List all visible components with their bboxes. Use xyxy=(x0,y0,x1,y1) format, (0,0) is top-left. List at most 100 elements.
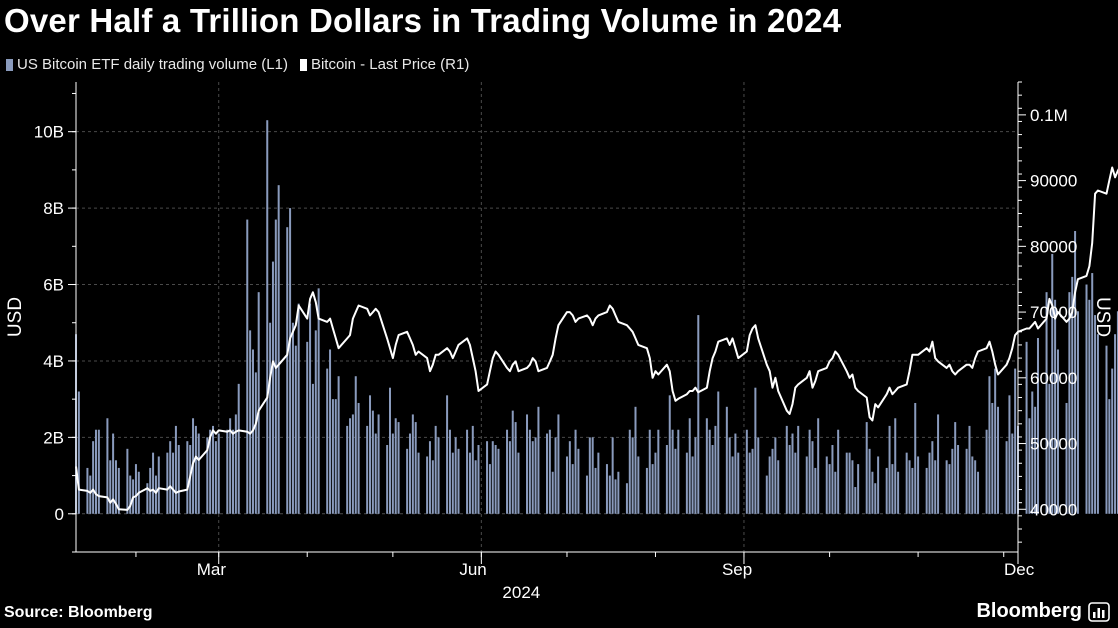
volume-bar xyxy=(905,452,908,514)
volume-bar xyxy=(1056,349,1059,514)
volume-bar xyxy=(757,437,760,514)
volume-bar xyxy=(249,330,252,514)
volume-bar xyxy=(154,475,157,514)
volume-bar xyxy=(194,425,197,514)
volume-bar xyxy=(834,471,837,514)
volume-bar xyxy=(794,452,797,514)
volume-bar xyxy=(937,414,940,514)
volume-bar xyxy=(577,448,580,514)
volume-bar xyxy=(112,433,115,514)
volume-bar xyxy=(848,452,851,514)
left-tick-label: 10B xyxy=(34,123,64,142)
volume-bar xyxy=(349,418,352,514)
x-tick-label: Dec xyxy=(1004,560,1035,579)
volume-bar xyxy=(977,471,980,514)
volume-bar xyxy=(825,456,828,514)
volume-bar xyxy=(266,120,269,514)
volume-bar xyxy=(871,471,874,514)
volume-bar xyxy=(714,425,717,514)
volume-bar xyxy=(585,475,588,514)
volume-bar xyxy=(234,414,237,514)
volume-bar xyxy=(708,429,711,514)
volume-bar xyxy=(428,441,431,514)
volume-bar xyxy=(634,406,637,514)
volume-bar xyxy=(645,467,648,514)
volume-bar xyxy=(97,429,100,514)
volume-bar xyxy=(954,422,957,514)
volume-bar xyxy=(957,445,960,514)
grid-layer xyxy=(76,82,1018,552)
volume-bar xyxy=(908,460,911,514)
volume-bar xyxy=(668,395,671,514)
volume-bar xyxy=(346,425,349,514)
volume-bar xyxy=(397,422,400,514)
volume-bar xyxy=(688,418,691,514)
volume-bar xyxy=(411,414,414,514)
volume-bar xyxy=(166,452,169,514)
volume-bar xyxy=(177,445,180,514)
volume-bar xyxy=(414,422,417,514)
volume-bar xyxy=(808,429,811,514)
volume-bar xyxy=(574,429,577,514)
volume-bar xyxy=(371,410,374,514)
volume-bar xyxy=(526,414,529,514)
volume-bar xyxy=(169,441,172,514)
volume-bar xyxy=(386,445,389,514)
volume-bar xyxy=(814,467,817,514)
volume-bar xyxy=(246,219,249,514)
volume-bar xyxy=(851,460,854,514)
bloomberg-chart-icon xyxy=(1088,601,1110,622)
volume-bar xyxy=(514,422,517,514)
volume-bar xyxy=(945,460,948,514)
volume-bar xyxy=(206,437,209,514)
volume-bar xyxy=(671,429,674,514)
volume-bar xyxy=(677,429,680,514)
volume-bar xyxy=(885,467,888,514)
volume-bar xyxy=(146,483,149,514)
left-axis-label: USD xyxy=(5,297,26,337)
volume-bar xyxy=(377,414,380,514)
volume-bar xyxy=(1008,395,1011,514)
volume-bar xyxy=(791,433,794,514)
volume-bar xyxy=(1048,383,1051,514)
volume-bar xyxy=(152,452,155,514)
right-tick-label: 40000 xyxy=(1030,500,1077,519)
volume-bar xyxy=(297,303,300,514)
volume-bar xyxy=(229,418,232,514)
volume-bar xyxy=(354,376,357,514)
volume-bar xyxy=(437,437,440,514)
volume-bar xyxy=(694,437,697,514)
volume-bar xyxy=(366,425,369,514)
volume-bar xyxy=(197,433,200,514)
volume-bar xyxy=(212,425,215,514)
volume-bar xyxy=(331,399,334,514)
right-tick-label: 60000 xyxy=(1030,369,1077,388)
volume-bar xyxy=(911,467,914,514)
volume-bar xyxy=(417,452,420,514)
volume-bar xyxy=(608,475,611,514)
volume-bar xyxy=(311,383,314,514)
legend-label-volume: US Bitcoin ETF daily trading volume (L1) xyxy=(17,56,288,73)
volume-bar xyxy=(617,471,620,514)
volume-bar xyxy=(751,448,754,514)
volume-bar xyxy=(406,448,409,514)
volume-bar xyxy=(1068,292,1071,514)
volume-bar xyxy=(717,391,720,514)
volume-bar xyxy=(468,452,471,514)
legend: US Bitcoin ETF daily trading volume (L1)… xyxy=(6,56,481,73)
x-tick-label: Mar xyxy=(197,560,227,579)
volume-bar xyxy=(391,433,394,514)
chart-title: Over Half a Trillion Dollars in Trading … xyxy=(4,2,842,39)
volume-bar xyxy=(625,483,628,514)
axis-layer: 0 2B 4B 6B 8B 10B 40000 50000 60000 70000 80000 900… xyxy=(5,81,1113,602)
volume-bar xyxy=(865,422,868,514)
left-tick-label: 2B xyxy=(43,428,64,447)
volume-bar xyxy=(628,429,631,514)
volume-bar xyxy=(654,452,657,514)
volume-bar xyxy=(788,445,791,514)
volume-bar xyxy=(1108,399,1111,514)
volume-bar xyxy=(1074,231,1077,514)
volume-bar xyxy=(994,368,997,514)
volume-bar xyxy=(748,452,751,514)
left-tick-label: 4B xyxy=(43,352,64,371)
